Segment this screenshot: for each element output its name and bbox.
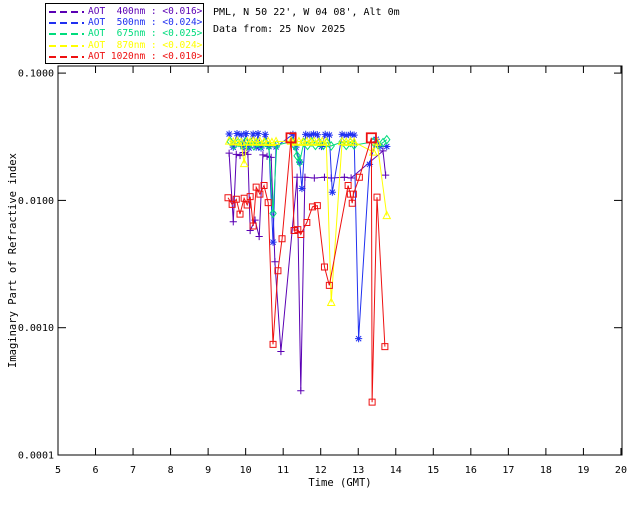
x-tick-label: 12 — [315, 465, 327, 476]
dashed-line-swatch-675nm — [49, 33, 84, 36]
legend-item-400nm: AOT 400nm : <0.016> — [49, 6, 203, 17]
x-tick-label: 20 — [615, 465, 627, 476]
series-line-400nm — [228, 149, 387, 391]
x-axis-title: Time (GMT) — [308, 477, 372, 489]
legend-label-500nm: AOT 500nm : <0.024> — [88, 17, 203, 29]
square-markers-large-1020nm — [285, 132, 377, 144]
dashed-line-swatch-1020nm — [49, 56, 84, 59]
x-tick-label: 5 — [55, 465, 61, 476]
dashed-line-swatch-500nm — [49, 22, 84, 25]
legend-label-1020nm: AOT 1020nm : <0.010> — [88, 51, 203, 63]
legend-item-675nm: AOT 675nm : <0.025> — [49, 29, 203, 40]
legend-item-1020nm: AOT 1020nm : <0.010> — [49, 52, 203, 63]
x-tick-label: 16 — [465, 465, 477, 476]
y-tick-label: 0.0001 — [18, 451, 54, 462]
plot-frame — [57, 65, 623, 456]
y-axis-title: Imaginary Part of Refractive index — [7, 153, 19, 368]
asterisk-markers-500nm — [225, 129, 391, 343]
x-tick-label: 19 — [577, 465, 589, 476]
legend-box: AOT 400nm : <0.016> AOT 500nm : <0.024> … — [45, 3, 204, 64]
y-tick-label: 0.1000 — [18, 69, 54, 80]
x-tick-label: 14 — [390, 465, 402, 476]
x-tick-label: 9 — [205, 465, 211, 476]
legend-label-870nm: AOT 870nm : <0.024> — [88, 39, 203, 51]
x-tick-label: 7 — [130, 465, 136, 476]
x-tick-label: 8 — [168, 465, 174, 476]
square-markers-1020nm — [224, 173, 389, 406]
x-tick-label: 17 — [502, 465, 514, 476]
legend-label-400nm: AOT 400nm : <0.016> — [88, 5, 203, 17]
legend-label-675nm: AOT 675nm : <0.025> — [88, 28, 203, 40]
dashed-line-swatch-870nm — [49, 44, 84, 47]
x-tick-label: 6 — [93, 465, 99, 476]
dashed-line-swatch-400nm — [49, 10, 84, 13]
x-tick-label: 15 — [427, 465, 439, 476]
data-date-text: Data from: 25 Nov 2025 — [213, 24, 346, 35]
legend-item-870nm: AOT 870nm : <0.024> — [49, 40, 203, 51]
x-tick-label: 11 — [277, 465, 289, 476]
station-location-text: PML, N 50 22', W 04 08', Alt 0m — [213, 7, 400, 18]
x-tick-label: 13 — [352, 465, 364, 476]
x-tick-label: 18 — [540, 465, 552, 476]
y-tick-label: 0.0010 — [18, 323, 54, 334]
y-tick-label: 0.0100 — [18, 196, 54, 207]
series-line-675nm — [229, 139, 388, 214]
plus-markers-400nm — [225, 147, 390, 395]
x-tick-label: 10 — [240, 465, 252, 476]
legend-item-500nm: AOT 500nm : <0.024> — [49, 17, 203, 28]
